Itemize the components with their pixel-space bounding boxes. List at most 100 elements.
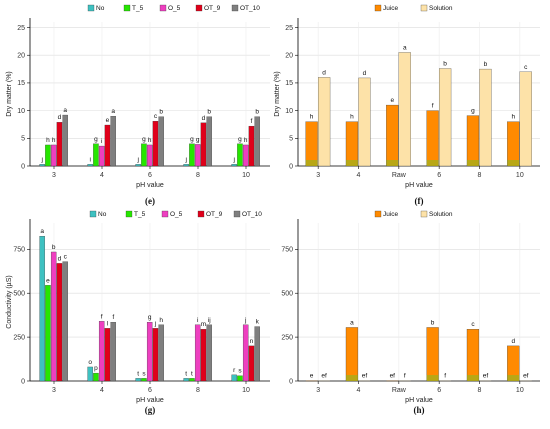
bar-solution bbox=[358, 380, 371, 382]
y-axis-label: Conductivity (µS) bbox=[6, 275, 13, 328]
data-label: ef bbox=[483, 373, 489, 380]
bar-no bbox=[39, 164, 45, 167]
bar-no bbox=[183, 164, 189, 167]
x-axis-label: pH value bbox=[136, 397, 164, 404]
data-label: d bbox=[363, 70, 367, 77]
data-label: g bbox=[142, 136, 146, 143]
y-tick-label: 500 bbox=[281, 291, 293, 298]
x-tick-label: 3 bbox=[52, 387, 56, 394]
data-label: ef bbox=[390, 373, 396, 380]
legend-swatch bbox=[159, 4, 167, 12]
bar-juice-base bbox=[305, 160, 318, 166]
data-label: f bbox=[251, 118, 253, 125]
data-label: f bbox=[112, 314, 114, 321]
legend-label: Solution bbox=[429, 211, 453, 218]
data-label: h bbox=[350, 114, 354, 121]
legend-label: No bbox=[98, 211, 107, 218]
legend-label: Juice bbox=[383, 211, 399, 218]
data-label: m bbox=[201, 321, 206, 328]
bar-no bbox=[231, 374, 237, 382]
bar-t-5 bbox=[141, 143, 147, 167]
panel-label: (h) bbox=[414, 405, 425, 415]
data-label: a bbox=[403, 44, 407, 51]
bar-solution bbox=[519, 380, 532, 382]
data-label: t bbox=[191, 370, 193, 377]
x-tick-label: Raw bbox=[392, 172, 407, 179]
x-axis-label: pH value bbox=[136, 182, 164, 189]
bar-juice bbox=[426, 327, 439, 382]
legend-swatch bbox=[123, 4, 131, 12]
bar-solution bbox=[439, 380, 452, 382]
chart-f: 0 5 10 15 20 25 Dry matter (%) 3 4 Raw 6 8 10 pH valu… bbox=[274, 4, 540, 206]
bar-no bbox=[231, 164, 237, 167]
bar-no bbox=[183, 378, 189, 382]
y-tick-label: 15 bbox=[285, 80, 293, 87]
bar-ot-9 bbox=[248, 125, 255, 167]
bar-ot-10 bbox=[254, 326, 260, 382]
bar-juice bbox=[466, 329, 480, 382]
bar-t-5 bbox=[237, 143, 243, 167]
bar-ot-10 bbox=[62, 114, 68, 167]
data-label: f bbox=[432, 103, 434, 110]
bar-ot-9 bbox=[200, 122, 207, 167]
y-tick-label: 750 bbox=[281, 247, 293, 254]
y-tick-label: 5 bbox=[289, 136, 293, 143]
y-tick-label: 20 bbox=[285, 53, 293, 60]
bar-ot-10 bbox=[206, 116, 212, 167]
y-axis-label: Dry matter (%) bbox=[6, 71, 13, 117]
legend-label: OT_9 bbox=[206, 211, 223, 218]
y-tick-label: 15 bbox=[17, 80, 25, 87]
y-tick-label: 25 bbox=[17, 25, 25, 32]
data-label: g bbox=[148, 314, 152, 321]
x-axis-label: pH value bbox=[405, 182, 433, 189]
data-label: g bbox=[471, 108, 475, 115]
data-label: h bbox=[310, 114, 314, 121]
bar-juice bbox=[466, 115, 480, 167]
bar-solution bbox=[318, 77, 331, 167]
data-label: h bbox=[148, 137, 152, 144]
bar-o-5 bbox=[98, 145, 105, 167]
data-label: t bbox=[185, 370, 187, 377]
chart-e: 0 5 10 15 20 25 Dry matter (%) 3 4 6 8 10 pH value j i… bbox=[6, 4, 270, 206]
y-tick-label: 0 bbox=[289, 378, 293, 385]
bar-juice-base bbox=[426, 160, 439, 166]
data-label: j bbox=[244, 317, 246, 324]
data-label: d bbox=[58, 114, 62, 121]
data-label: i bbox=[101, 138, 102, 145]
legend-label: Solution bbox=[429, 5, 453, 12]
bar-t-5 bbox=[45, 285, 51, 382]
data-label: c bbox=[524, 64, 528, 71]
data-label: b bbox=[159, 109, 163, 116]
legend-label: No bbox=[96, 5, 105, 12]
bar-t-5 bbox=[189, 143, 195, 167]
bar-t-5 bbox=[93, 143, 99, 167]
bar-juice bbox=[305, 380, 318, 382]
bar-ot-9 bbox=[104, 328, 111, 382]
bar-juice bbox=[426, 110, 439, 167]
data-label: c bbox=[154, 113, 158, 120]
x-tick-label: 3 bbox=[316, 387, 320, 394]
y-tick-label: 10 bbox=[285, 108, 293, 115]
data-label: o bbox=[88, 359, 92, 366]
chart-h: 0 250 500 750 3 4 Raw 6 8 10 pH value e a ef b c d ef ef f f… bbox=[281, 210, 540, 415]
panel-label: (e) bbox=[145, 196, 155, 206]
bar-ot-9 bbox=[200, 329, 207, 382]
x-tick-label: 6 bbox=[148, 172, 152, 179]
bar-no bbox=[87, 366, 93, 382]
bar-juice bbox=[386, 380, 399, 382]
data-label: j bbox=[232, 156, 234, 163]
data-label: d bbox=[511, 338, 515, 345]
data-label: j bbox=[184, 156, 186, 163]
data-label: ef bbox=[362, 373, 368, 380]
data-label: p bbox=[94, 365, 98, 372]
data-label: g bbox=[94, 136, 98, 143]
data-label: n bbox=[250, 338, 254, 345]
legend-label: Juice bbox=[383, 5, 399, 12]
bar-juice-base bbox=[426, 375, 439, 381]
data-label: t bbox=[137, 370, 139, 377]
legend-label: OT_10 bbox=[240, 5, 260, 12]
x-tick-label: 4 bbox=[100, 172, 104, 179]
bar-solution bbox=[358, 77, 371, 167]
y-tick-label: 750 bbox=[13, 247, 25, 254]
